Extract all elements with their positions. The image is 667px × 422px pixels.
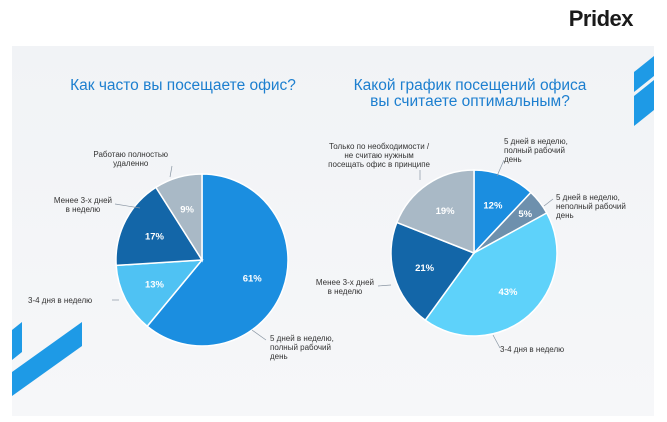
stripe-top-right-1 (634, 56, 654, 92)
chart-1-slice-2 (115, 259, 204, 328)
chart-1-slice-3 (115, 186, 204, 267)
chart-2-slice-4-label: Менее 3-х дней в неделю (315, 278, 374, 296)
chart-2-slice-1 (473, 169, 532, 255)
chart-1-slice-4-label: Работаю полностью удаленно (93, 150, 168, 168)
chart-1-slice-4-percent: 9% (180, 204, 194, 215)
chart-2-slice-4-leader (377, 284, 392, 287)
chart-1-slice-3-label: Менее 3-х дней в неделю (53, 196, 112, 214)
chart-1-slice-1 (146, 173, 289, 347)
chart-2-slice-2-percent: 5% (518, 209, 532, 220)
chart-2-slice-1-label: 5 дней в неделю, полный рабочий день (504, 137, 568, 164)
chart-2-slice-3-leader (492, 334, 501, 349)
chart-1-slice-3-percent: 17% (145, 231, 165, 242)
chart-1-slice-2-label: 3-4 дня в неделю (28, 296, 93, 305)
chart-2-slice-2-label: 5 дней в неделю, неполный рабочий день (556, 193, 626, 220)
chart-1-slice-4-leader (169, 165, 173, 178)
stripe-bottom-left-1 (12, 322, 22, 360)
chart-2-slice-4-percent: 21% (415, 263, 435, 274)
chart-1-slice-3-leader (114, 203, 141, 209)
chart-1-slice-1-leader (251, 329, 267, 341)
chart-2-slice-3 (424, 211, 558, 337)
chart-2-slice-1-leader (496, 159, 505, 177)
chart-2-slice-2-leader (543, 198, 554, 207)
chart-2-title: Какой график посещений офиса вы считаете… (338, 78, 602, 110)
chart-1-slice-1-label: 5 дней в неделю, полный рабочий день (270, 334, 334, 361)
chart-2-slice-1-percent: 12% (483, 201, 503, 212)
chart-1-slice-2-percent: 13% (145, 280, 165, 291)
chart-1-slice-1-percent: 61% (243, 274, 263, 285)
chart-1-slice-4 (154, 173, 203, 263)
chart-2-slice-3-label: 3-4 дня в неделю (500, 345, 565, 354)
brand-logo: Pridex (568, 6, 634, 31)
chart-2-slice-3-percent: 43% (498, 287, 518, 298)
chart-2-slice-4 (390, 221, 476, 322)
chart-2-slice-5-label: Только по необходимости / не считаю нужн… (328, 142, 430, 169)
chart-2-title-text: Какой график посещений офиса вы считаете… (353, 77, 587, 110)
stripe-top-right-2 (634, 80, 654, 126)
chart-2-slice-5-percent: 19% (436, 206, 456, 217)
chart-1-title: Как часто вы посещаете офис? (70, 77, 296, 94)
stripe-bottom-left-2 (12, 322, 82, 396)
chart-2-slice-5 (395, 169, 475, 255)
